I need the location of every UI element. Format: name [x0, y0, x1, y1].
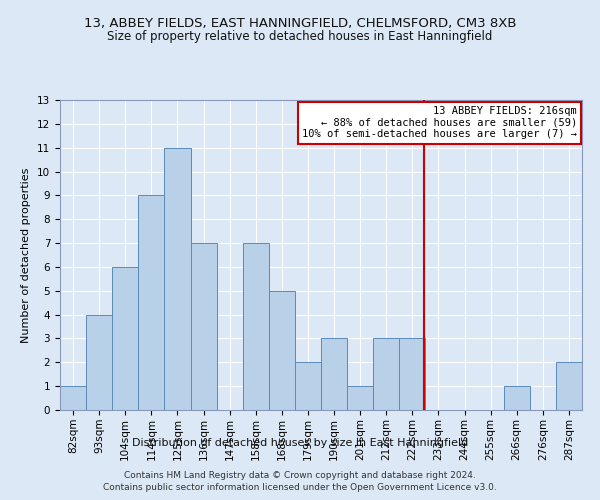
- Text: Contains public sector information licensed under the Open Government Licence v3: Contains public sector information licen…: [103, 483, 497, 492]
- Bar: [164, 148, 191, 410]
- Bar: [295, 362, 321, 410]
- Bar: [60, 386, 86, 410]
- Bar: [112, 267, 139, 410]
- Bar: [86, 314, 112, 410]
- Text: Size of property relative to detached houses in East Hanningfield: Size of property relative to detached ho…: [107, 30, 493, 43]
- Bar: [269, 291, 295, 410]
- Bar: [556, 362, 582, 410]
- Bar: [347, 386, 373, 410]
- Bar: [373, 338, 400, 410]
- Bar: [191, 243, 217, 410]
- Text: Distribution of detached houses by size in East Hanningfield: Distribution of detached houses by size …: [132, 438, 468, 448]
- Bar: [504, 386, 530, 410]
- Text: 13, ABBEY FIELDS, EAST HANNINGFIELD, CHELMSFORD, CM3 8XB: 13, ABBEY FIELDS, EAST HANNINGFIELD, CHE…: [84, 18, 516, 30]
- Y-axis label: Number of detached properties: Number of detached properties: [22, 168, 31, 342]
- Bar: [139, 196, 164, 410]
- Text: Contains HM Land Registry data © Crown copyright and database right 2024.: Contains HM Land Registry data © Crown c…: [124, 470, 476, 480]
- Text: 13 ABBEY FIELDS: 216sqm
← 88% of detached houses are smaller (59)
10% of semi-de: 13 ABBEY FIELDS: 216sqm ← 88% of detache…: [302, 106, 577, 140]
- Bar: [321, 338, 347, 410]
- Bar: [400, 338, 425, 410]
- Bar: [242, 243, 269, 410]
